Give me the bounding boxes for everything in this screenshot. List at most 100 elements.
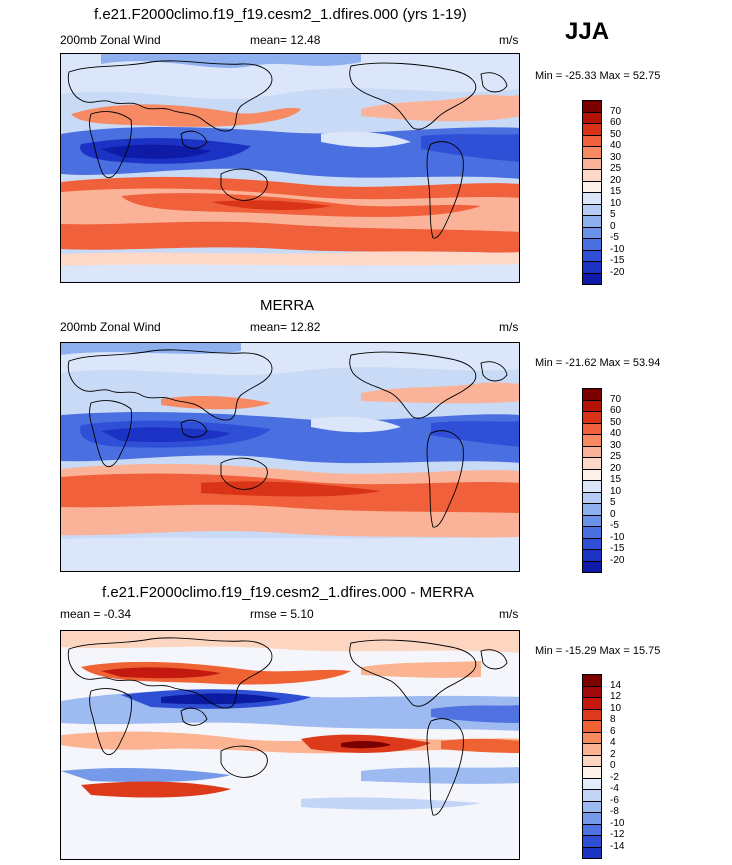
panel1-colorbar bbox=[582, 100, 602, 285]
colorbar-tick-label: 0 bbox=[610, 220, 616, 232]
colorbar-tick-label: 6 bbox=[610, 725, 616, 737]
colorbar-tick-label: 60 bbox=[610, 117, 622, 128]
colorbar-tick-label: 50 bbox=[610, 128, 622, 140]
panel1-title: f.e21.F2000climo.f19_f19.cesm2_1.dfires.… bbox=[94, 6, 467, 23]
panel3-map bbox=[60, 630, 520, 860]
colorbar-tick-label: 0 bbox=[610, 508, 616, 520]
colorbar-swatch bbox=[582, 123, 602, 135]
colorbar-swatch bbox=[582, 457, 602, 469]
colorbar-swatch bbox=[582, 720, 602, 732]
panel3-units-label: m/s bbox=[499, 607, 519, 621]
colorbar-tick-label: 4 bbox=[610, 737, 616, 748]
colorbar-tick-label: 70 bbox=[610, 393, 622, 405]
colorbar-tick-label: 25 bbox=[610, 451, 622, 462]
colorbar-swatch bbox=[582, 215, 602, 227]
colorbar-tick-label: 0 bbox=[610, 760, 616, 771]
colorbar-tick-label: 50 bbox=[610, 416, 622, 428]
panel3-rmse-label: rmse = 5.10 bbox=[250, 607, 314, 621]
panel3-title: f.e21.F2000climo.f19_f19.cesm2_1.dfires.… bbox=[102, 584, 474, 601]
colorbar-tick-label: -5 bbox=[610, 232, 619, 243]
colorbar-swatch bbox=[582, 766, 602, 778]
colorbar-swatch bbox=[582, 238, 602, 250]
colorbar-swatch bbox=[582, 134, 602, 146]
colorbar-swatch bbox=[582, 743, 602, 755]
colorbar-swatch bbox=[582, 261, 602, 273]
colorbar-tick-label: 14 bbox=[610, 679, 622, 691]
colorbar-swatch bbox=[582, 411, 602, 423]
colorbar-swatch bbox=[582, 491, 602, 503]
colorbar-swatch bbox=[582, 157, 602, 169]
colorbar-swatch bbox=[582, 100, 602, 112]
colorbar-swatch bbox=[582, 226, 602, 238]
colorbar-tick-label: 60 bbox=[610, 405, 622, 416]
colorbar-swatch bbox=[582, 823, 602, 835]
panel2-variable-label: 200mb Zonal Wind bbox=[60, 320, 161, 334]
colorbar-tick-label: -10 bbox=[610, 243, 625, 255]
colorbar-swatch bbox=[582, 526, 602, 538]
colorbar-tick-label: 25 bbox=[610, 163, 622, 174]
panel2-minmax: Min = -21.62 Max = 53.94 bbox=[535, 357, 661, 369]
panel1-variable-label: 200mb Zonal Wind bbox=[60, 33, 161, 47]
colorbar-tick-label: -6 bbox=[610, 794, 619, 806]
colorbar-tick-label: 20 bbox=[610, 174, 622, 186]
panel3-mean-label: mean = -0.34 bbox=[60, 607, 132, 621]
panel2-title: MERRA bbox=[260, 297, 315, 314]
colorbar-tick-label: -5 bbox=[610, 520, 619, 531]
colorbar-swatch bbox=[582, 203, 602, 215]
colorbar-tick-label: -10 bbox=[610, 531, 625, 543]
colorbar-tick-label: -10 bbox=[610, 817, 625, 829]
panel1-minmax: Min = -25.33 Max = 52.75 bbox=[535, 70, 661, 82]
colorbar-swatch bbox=[582, 697, 602, 709]
colorbar-swatch bbox=[582, 445, 602, 457]
colorbar-tick-label: 5 bbox=[610, 209, 616, 220]
colorbar-tick-label: 40 bbox=[610, 428, 622, 439]
colorbar-tick-label: 5 bbox=[610, 497, 616, 508]
colorbar-tick-label: 30 bbox=[610, 151, 622, 163]
colorbar-swatch bbox=[582, 846, 602, 859]
colorbar-swatch bbox=[582, 549, 602, 561]
colorbar-tick-label: 2 bbox=[610, 748, 616, 760]
colorbar-swatch bbox=[582, 800, 602, 812]
colorbar-swatch bbox=[582, 111, 602, 123]
colorbar-swatch bbox=[582, 560, 602, 573]
colorbar-tick-label: 30 bbox=[610, 439, 622, 451]
colorbar-tick-label: -4 bbox=[610, 783, 619, 794]
colorbar-tick-label: -20 bbox=[610, 266, 625, 278]
colorbar-swatch bbox=[582, 146, 602, 158]
colorbar-swatch bbox=[582, 249, 602, 261]
panel1-mean-label: mean= 12.48 bbox=[250, 33, 321, 47]
panel2-colorbar bbox=[582, 388, 602, 573]
colorbar-tick-label: -15 bbox=[610, 543, 625, 554]
colorbar-swatch bbox=[582, 674, 602, 686]
colorbar-swatch bbox=[582, 812, 602, 824]
colorbar-swatch bbox=[582, 754, 602, 766]
panel2-map bbox=[60, 342, 520, 572]
colorbar-tick-label: 15 bbox=[610, 474, 622, 485]
colorbar-tick-label: 10 bbox=[610, 197, 622, 209]
colorbar-tick-label: -15 bbox=[610, 255, 625, 266]
colorbar-swatch bbox=[582, 685, 602, 697]
colorbar-tick-label: 8 bbox=[610, 714, 616, 725]
colorbar-swatch bbox=[582, 192, 602, 204]
panel3-colorbar bbox=[582, 674, 602, 859]
colorbar-swatch bbox=[582, 180, 602, 192]
colorbar-swatch bbox=[582, 388, 602, 400]
colorbar-tick-label: 40 bbox=[610, 140, 622, 151]
panel3-minmax: Min = -15.29 Max = 15.75 bbox=[535, 645, 661, 657]
colorbar-tick-label: -12 bbox=[610, 829, 625, 840]
colorbar-tick-label: -14 bbox=[610, 840, 625, 852]
colorbar-tick-label: 10 bbox=[610, 485, 622, 497]
colorbar-swatch bbox=[582, 708, 602, 720]
colorbar-swatch bbox=[582, 468, 602, 480]
colorbar-tick-label: 12 bbox=[610, 691, 622, 702]
colorbar-tick-label: 10 bbox=[610, 702, 622, 714]
colorbar-swatch bbox=[582, 399, 602, 411]
colorbar-swatch bbox=[582, 422, 602, 434]
panel2-units-label: m/s bbox=[499, 320, 519, 334]
colorbar-swatch bbox=[582, 480, 602, 492]
colorbar-swatch bbox=[582, 835, 602, 847]
colorbar-tick-label: 20 bbox=[610, 462, 622, 474]
colorbar-swatch bbox=[582, 169, 602, 181]
colorbar-swatch bbox=[582, 789, 602, 801]
panel1-units-label: m/s bbox=[499, 33, 519, 47]
